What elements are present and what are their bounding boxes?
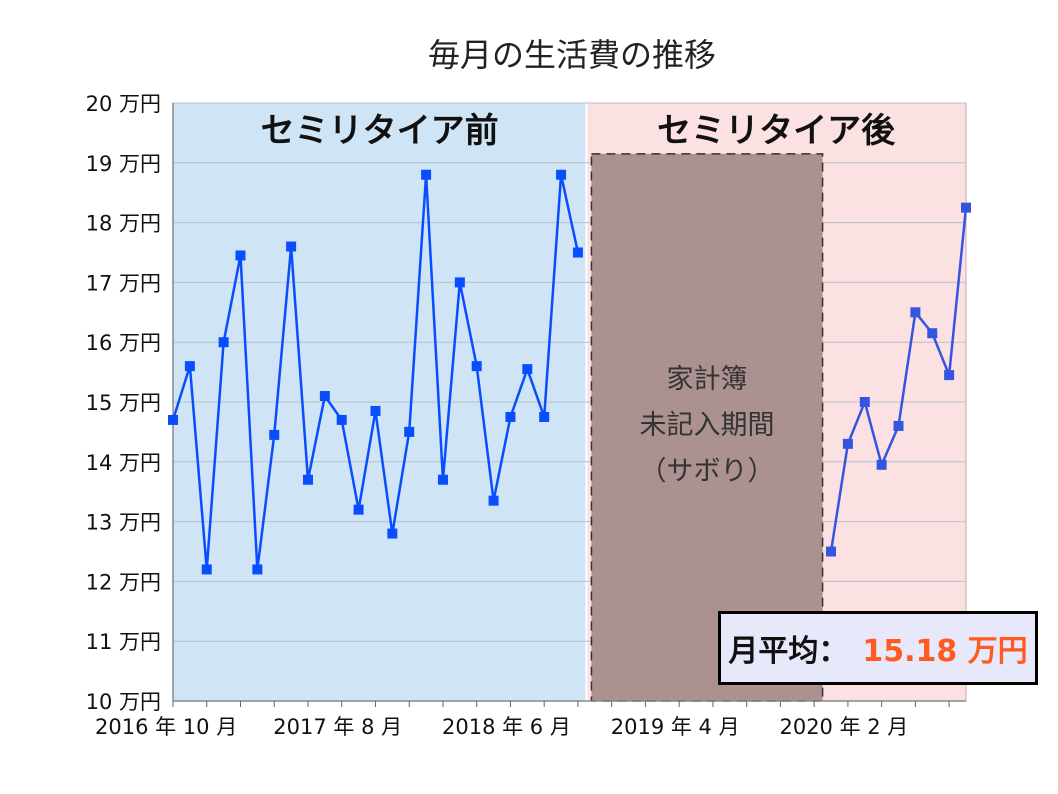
gap-text-line: 未記入期間 [640, 410, 775, 441]
data-point [353, 504, 364, 515]
data-point [421, 169, 432, 180]
data-point [522, 364, 533, 375]
x-tick-label: 2018 年 6 月 [442, 715, 571, 739]
y-tick-label: 12 万円 [86, 570, 161, 594]
y-tick-label: 16 万円 [86, 331, 161, 355]
average-value: 15.18 万円 [862, 634, 1028, 669]
y-tick-label: 18 万円 [86, 212, 161, 236]
series-line-segment [559, 174, 580, 253]
data-point [437, 474, 448, 485]
data-point [961, 202, 971, 213]
data-point [168, 414, 178, 425]
data-point [826, 546, 837, 557]
y-tick-label: 11 万円 [86, 630, 161, 654]
region-label: セミリタイア後 [657, 111, 896, 151]
series-lines [168, 169, 971, 575]
y-tick-label: 13 万円 [86, 511, 161, 535]
data-point [488, 495, 499, 506]
data-point [286, 241, 297, 252]
data-point [370, 405, 381, 416]
y-tick-label: 17 万円 [86, 271, 161, 295]
series-line [171, 174, 563, 570]
data-point [893, 420, 904, 431]
data-point [454, 277, 465, 288]
x-tick-label: 2016 年 10 月 [95, 715, 237, 739]
gridlines [173, 102, 966, 642]
data-point [302, 474, 313, 485]
data-point [505, 411, 516, 422]
average-label: 月平均： [728, 634, 849, 669]
data-point [927, 328, 938, 339]
gap-box [590, 153, 824, 702]
data-point [184, 361, 195, 372]
data-point [944, 370, 955, 381]
y-tick-label: 14 万円 [86, 451, 161, 475]
data-point [252, 564, 263, 575]
y-tick-label: 20 万円 [86, 92, 161, 116]
y-tick-label: 19 万円 [86, 152, 161, 176]
x-tick-label: 2020 年 2 月 [779, 715, 908, 739]
data-point [235, 250, 246, 261]
y-tick-label: 10 万円 [86, 690, 161, 714]
monthly-average-box: 月平均： 15.18 万円 [718, 611, 1038, 685]
data-point [387, 528, 398, 539]
axes: 10 万円 11 万円 12 万円 13 万円 14 万円 15 万円 16 万円 17 万円… [86, 92, 966, 739]
data-point [910, 307, 921, 318]
x-tick-label: 2019 年 4 月 [611, 715, 740, 739]
data-point [201, 564, 212, 575]
data-point [876, 459, 887, 470]
data-point [404, 426, 415, 437]
data-point [539, 411, 550, 422]
region-label: セミリタイア前 [261, 111, 499, 151]
gap-text-line: 家計簿 [667, 364, 748, 395]
x-tick-label: 2017 年 8 月 [273, 715, 402, 739]
data-point [269, 429, 280, 440]
data-point [859, 397, 870, 407]
data-point [319, 391, 330, 402]
data-point [471, 361, 482, 372]
data-point [218, 337, 229, 348]
gap-text-line: （サボり） [640, 456, 775, 487]
data-point [336, 414, 347, 425]
chart-title: 毎月の生活費の推移 [428, 36, 716, 74]
y-tick-label: 15 万円 [86, 391, 161, 415]
data-point [842, 438, 853, 449]
